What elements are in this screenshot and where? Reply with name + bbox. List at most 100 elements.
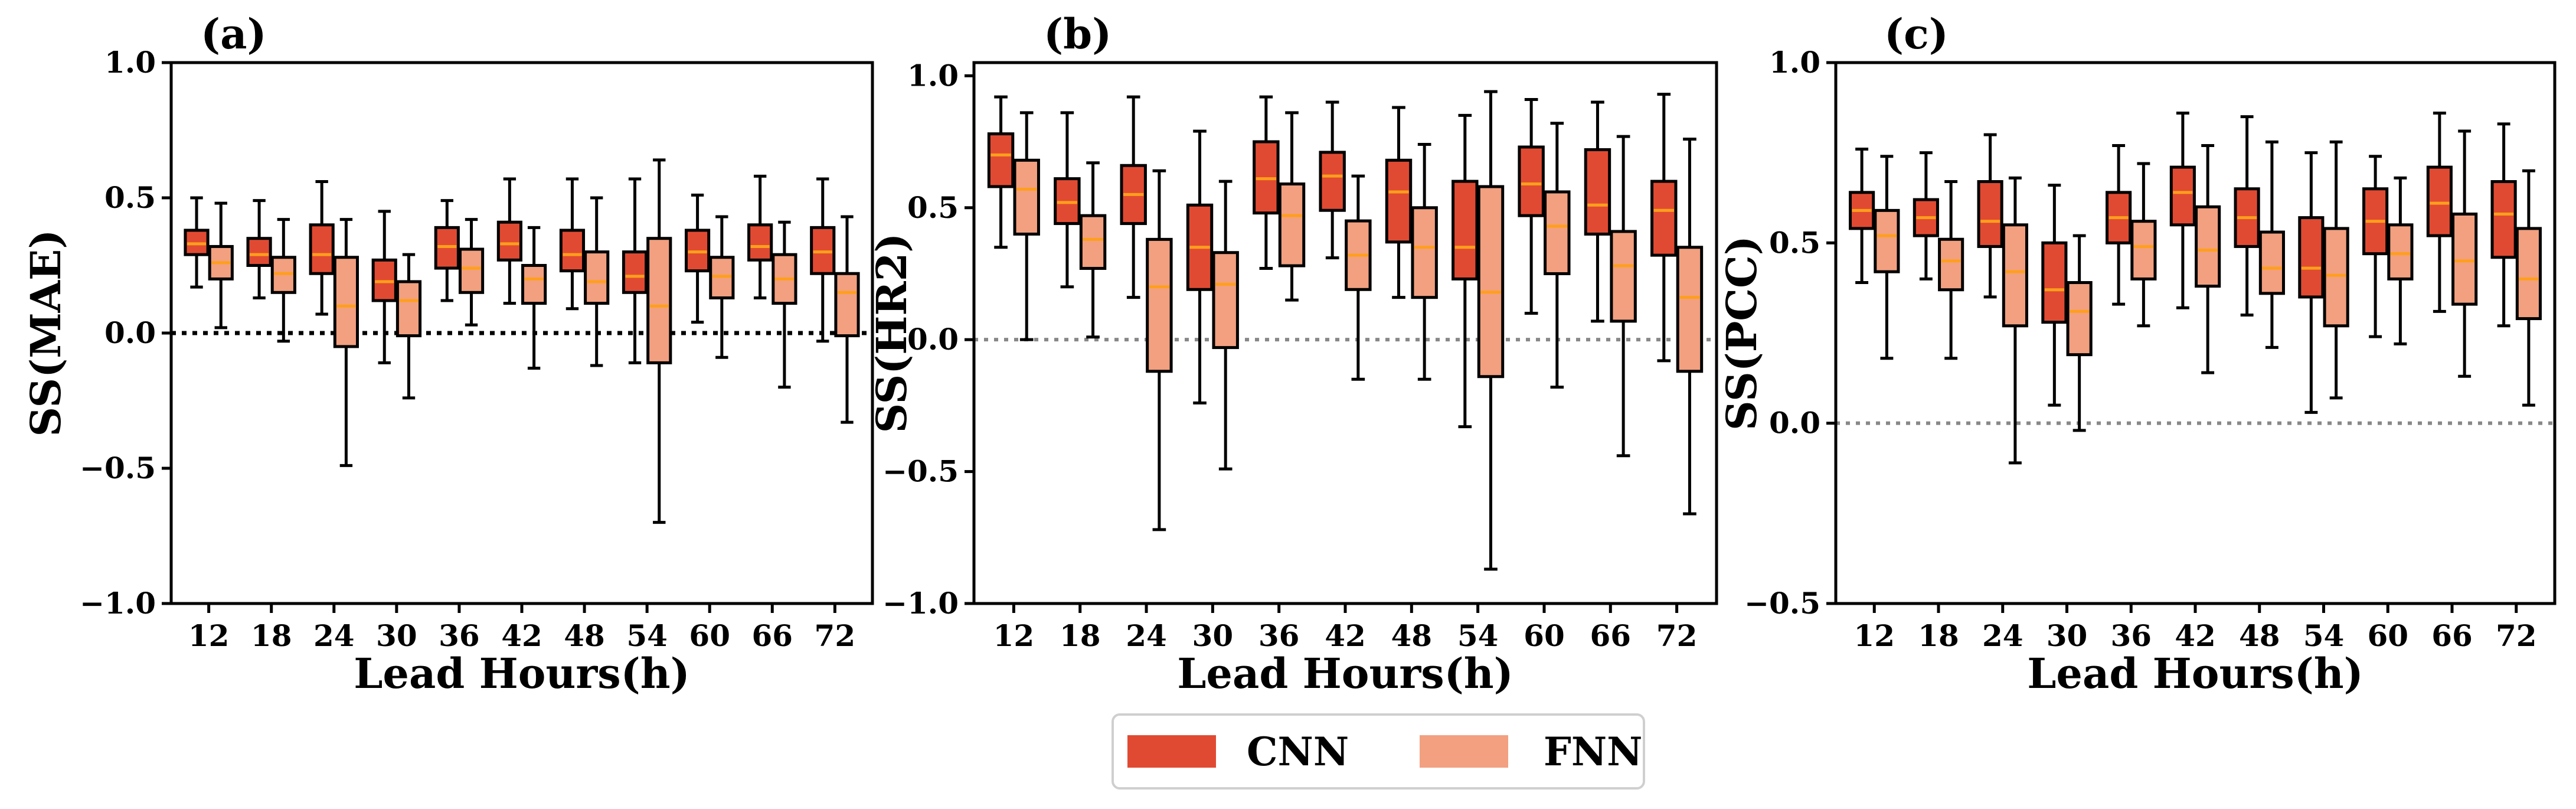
x-tick-label: 36 — [439, 618, 480, 653]
box-fnn-48 — [584, 196, 610, 367]
box-body — [395, 280, 422, 338]
x-tick-label: 12 — [993, 618, 1035, 653]
box-fnn-48 — [2258, 140, 2285, 349]
box-body — [1610, 230, 1637, 323]
box-body — [2169, 165, 2196, 227]
x-tick-label: 36 — [2110, 618, 2152, 653]
panel-label: (a) — [201, 9, 267, 58]
box-cnn-66 — [1584, 100, 1611, 323]
box-cnn-72 — [810, 177, 836, 343]
box-body — [2066, 281, 2093, 357]
box-cnn-48 — [559, 177, 586, 311]
box-body — [1477, 185, 1505, 379]
box-fnn-18 — [1079, 161, 1107, 339]
box-cnn-42 — [1319, 100, 1346, 260]
box-body — [1385, 158, 1413, 244]
box-body — [2490, 180, 2517, 259]
y-tick-label: −0.5 — [882, 454, 959, 489]
box-fnn-18 — [1938, 180, 1964, 360]
box-cnn-42 — [2169, 111, 2196, 309]
box-body — [1013, 158, 1040, 236]
box-body — [1319, 151, 1346, 212]
x-tick-label: 24 — [1126, 618, 1167, 653]
box-fnn-72 — [834, 215, 860, 424]
y-tick-label: 0.0 — [1769, 406, 1820, 441]
box-fnn-66 — [1610, 135, 1637, 458]
box-fnn-54 — [2323, 140, 2349, 400]
x-tick-label: 48 — [564, 618, 605, 653]
box-fnn-66 — [2451, 129, 2478, 378]
box-fnn-60 — [1544, 122, 1571, 389]
legend-label-cnn: CNN — [1247, 729, 1349, 775]
box-body — [1676, 246, 1704, 373]
x-tick-label: 30 — [376, 618, 417, 653]
box-body — [584, 250, 610, 305]
box-body — [1584, 148, 1611, 236]
x-tick-label: 42 — [501, 618, 542, 653]
box-fnn-12 — [1013, 111, 1040, 341]
x-tick-label: 12 — [188, 618, 230, 653]
axes-frame — [1834, 61, 2557, 605]
box-fnn-30 — [395, 253, 422, 400]
box-body — [246, 237, 272, 268]
box-cnn-24 — [309, 180, 335, 316]
y-tick-label: −1.0 — [882, 586, 959, 621]
x-tick-label: 24 — [313, 618, 355, 653]
y-axis-label: SS(PCC) — [1717, 236, 1766, 430]
x-tick-label: 42 — [1325, 618, 1366, 653]
y-tick-label: 0.0 — [104, 315, 156, 350]
box-body — [2195, 205, 2221, 288]
box-cnn-66 — [2426, 111, 2453, 313]
box-cnn-12 — [1849, 148, 1875, 285]
box-cnn-72 — [2490, 122, 2517, 328]
legend-label-fnn: FNN — [1544, 729, 1643, 775]
box-body — [1411, 206, 1438, 299]
box-cnn-24 — [1977, 133, 2003, 299]
box-body — [1518, 145, 1545, 217]
panel-label: (b) — [1044, 9, 1112, 58]
box-fnn-66 — [772, 220, 797, 389]
box-cnn-30 — [2041, 184, 2068, 407]
box-fnn-72 — [1676, 138, 1704, 516]
box-body — [646, 237, 672, 364]
axes-frame — [972, 61, 1718, 605]
x-tick-label: 30 — [1192, 618, 1234, 653]
x-axis-label: Lead Hours(h) — [2027, 649, 2363, 698]
box-fnn-30 — [1212, 180, 1239, 471]
box-cnn-48 — [2234, 115, 2260, 317]
y-tick-label: 1.0 — [1769, 45, 1820, 80]
x-tick-label: 60 — [2367, 618, 2408, 653]
y-tick-label: −0.5 — [80, 451, 156, 485]
y-axis-label: SS(HR2) — [867, 233, 916, 433]
x-tick-label: 54 — [2303, 618, 2345, 653]
y-tick-label: −0.5 — [1744, 586, 1820, 621]
box-cnn-36 — [434, 199, 460, 302]
chart-panel-2: −1.0 −0.5 0.0 0.5 1.0 12 18 24 30 36 42 48 54 60 66 72 L… — [867, 9, 1718, 698]
box-fnn-60 — [709, 215, 735, 359]
box-body — [1544, 190, 1571, 275]
box-body — [2451, 212, 2478, 306]
x-tick-label: 72 — [815, 618, 856, 653]
box-body — [2258, 230, 2285, 295]
box-fnn-30 — [2066, 234, 2093, 432]
x-tick-label: 60 — [689, 618, 730, 653]
panels: −1.0 −0.5 0.0 0.5 1.0 12 18 24 30 36 42 48 54 60 66 72 L… — [21, 9, 2557, 698]
box-body — [559, 229, 586, 273]
box-body — [1874, 208, 1900, 273]
box-body — [2041, 241, 2068, 324]
y-tick-label: 1.0 — [104, 45, 156, 80]
box-body — [2515, 227, 2542, 321]
x-tick-label: 36 — [1258, 618, 1300, 653]
box-fnn-24 — [1146, 169, 1173, 531]
legend: CNN FNN — [1112, 713, 1645, 790]
x-tick-label: 72 — [1656, 618, 1698, 653]
box-cnn-60 — [685, 193, 711, 324]
y-tick-label: 0.0 — [907, 322, 959, 357]
box-cnn-12 — [184, 196, 210, 289]
box-cnn-66 — [747, 174, 773, 299]
x-tick-label: 12 — [1853, 618, 1895, 653]
box-cnn-12 — [987, 95, 1015, 249]
chart-panel-3: −0.5 0.0 0.5 1.0 12 18 24 30 36 42 48 54 60 66 72 Lead … — [1717, 9, 2557, 698]
box-body — [1938, 237, 1964, 292]
x-tick-label: 66 — [2431, 618, 2473, 653]
